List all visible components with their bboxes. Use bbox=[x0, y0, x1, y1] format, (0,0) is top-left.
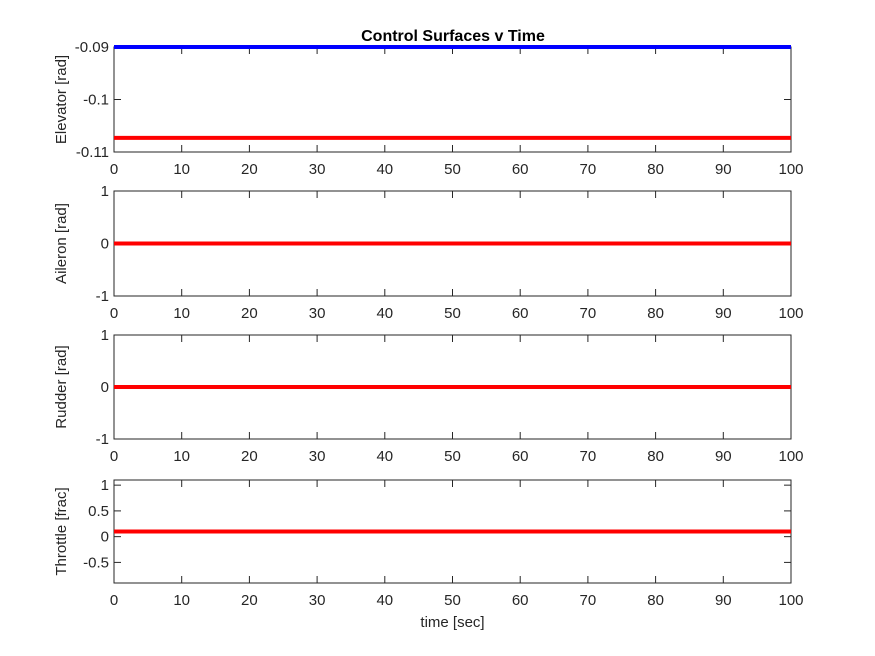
aileron-ytick-label: 0 bbox=[101, 236, 109, 253]
rudder-ytick-label: 1 bbox=[101, 327, 109, 344]
rudder-xtick-label: 20 bbox=[241, 448, 258, 465]
aileron-xtick-label: 20 bbox=[241, 305, 258, 322]
elevator-xtick-label: 40 bbox=[376, 161, 393, 178]
rudder-xtick-label: 30 bbox=[309, 448, 326, 465]
throttle-ytick-label: 0.5 bbox=[88, 503, 109, 520]
elevator-ytick-label: -0.11 bbox=[76, 144, 109, 161]
elevator-xtick-label: 60 bbox=[512, 161, 529, 178]
throttle-ytick-label: 1 bbox=[101, 477, 109, 494]
rudder-xtick-label: 80 bbox=[647, 448, 664, 465]
throttle-axes: 0 10 20 30 40 50 60 70 80 90 100 1 0.5 0 -0.5 Throttle … bbox=[53, 477, 804, 631]
aileron-xtick-label: 80 bbox=[647, 305, 664, 322]
throttle-ytick-label: 0 bbox=[101, 529, 109, 546]
elevator-xtick-label: 0 bbox=[110, 161, 118, 178]
elevator-ytick-label: -0.1 bbox=[83, 92, 109, 109]
aileron-xtick-label: 30 bbox=[309, 305, 326, 322]
rudder-xtick-label: 10 bbox=[173, 448, 190, 465]
elevator-axes-box bbox=[113, 46, 792, 153]
rudder-xtick-label: 50 bbox=[444, 448, 461, 465]
elevator-xtick-label: 70 bbox=[580, 161, 597, 178]
aileron-xtick-label: 60 bbox=[512, 305, 529, 322]
throttle-xtick-label: 80 bbox=[647, 592, 664, 609]
rudder-xtick-label: 70 bbox=[580, 448, 597, 465]
throttle-ylabel: Throttle [frac] bbox=[53, 487, 70, 575]
rudder-xtick-label: 0 bbox=[110, 448, 118, 465]
aileron-ytick-label: 1 bbox=[101, 183, 109, 200]
rudder-ylabel: Rudder [rad] bbox=[53, 345, 70, 428]
elevator-xtick-label: 100 bbox=[778, 161, 803, 178]
elevator-xtick-label: 80 bbox=[647, 161, 664, 178]
rudder-ytick-label: -1 bbox=[96, 431, 109, 448]
throttle-xtick-label: 20 bbox=[241, 592, 258, 609]
aileron-xtick-label: 70 bbox=[580, 305, 597, 322]
aileron-xtick-label: 100 bbox=[778, 305, 803, 322]
throttle-xtick-label: 10 bbox=[173, 592, 190, 609]
throttle-xtick-label: 40 bbox=[376, 592, 393, 609]
elevator-axes: 0 10 20 30 40 50 60 70 80 90 100 -0.09 -0.1 -0.11 Elev… bbox=[53, 39, 804, 178]
throttle-xtick-label: 30 bbox=[309, 592, 326, 609]
throttle-xtick-label: 0 bbox=[110, 592, 118, 609]
throttle-xtick-label: 90 bbox=[715, 592, 732, 609]
rudder-xtick-label: 60 bbox=[512, 448, 529, 465]
elevator-xtick-label: 50 bbox=[444, 161, 461, 178]
elevator-xtick-label: 20 bbox=[241, 161, 258, 178]
elevator-ytick-label: -0.09 bbox=[75, 39, 109, 56]
aileron-xtick-label: 40 bbox=[376, 305, 393, 322]
aileron-xtick-label: 50 bbox=[444, 305, 461, 322]
elevator-xtick-label: 90 bbox=[715, 161, 732, 178]
throttle-xtick-label: 70 bbox=[580, 592, 597, 609]
rudder-xtick-label: 100 bbox=[778, 448, 803, 465]
rudder-xtick-label: 90 bbox=[715, 448, 732, 465]
aileron-ylabel: Aileron [rad] bbox=[53, 203, 70, 284]
elevator-ylabel: Elevator [rad] bbox=[53, 55, 70, 144]
rudder-ytick-label: 0 bbox=[101, 379, 109, 396]
elevator-xtick-label: 30 bbox=[309, 161, 326, 178]
throttle-ytick-label: -0.5 bbox=[83, 554, 109, 571]
figure-title: Control Surfaces v Time bbox=[361, 28, 545, 45]
throttle-xlabel: time [sec] bbox=[420, 614, 484, 631]
aileron-xtick-label: 10 bbox=[173, 305, 190, 322]
throttle-xtick-label: 50 bbox=[444, 592, 461, 609]
elevator-xtick-label: 10 bbox=[173, 161, 190, 178]
throttle-xtick-label: 100 bbox=[778, 592, 803, 609]
aileron-xtick-label: 90 bbox=[715, 305, 732, 322]
throttle-xtick-label: 60 bbox=[512, 592, 529, 609]
rudder-xtick-label: 40 bbox=[376, 448, 393, 465]
aileron-xtick-label: 0 bbox=[110, 305, 118, 322]
aileron-ytick-label: -1 bbox=[96, 288, 109, 305]
